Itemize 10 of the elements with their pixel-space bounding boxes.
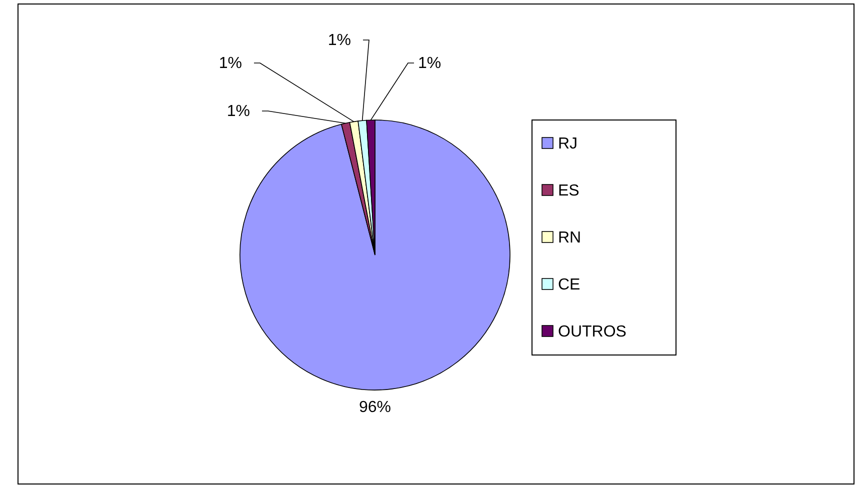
legend-label: RJ [558,136,578,152]
legend-label: OUTROS [558,324,626,340]
legend-label: RN [558,230,582,246]
data-label: 1% [418,55,442,72]
legend-label: ES [558,182,580,200]
data-label: 96% [358,399,392,416]
data-label: 1% [218,55,242,72]
data-label: 1% [328,32,351,49]
legend-label: CE [558,276,580,294]
data-label: 1% [226,103,250,120]
